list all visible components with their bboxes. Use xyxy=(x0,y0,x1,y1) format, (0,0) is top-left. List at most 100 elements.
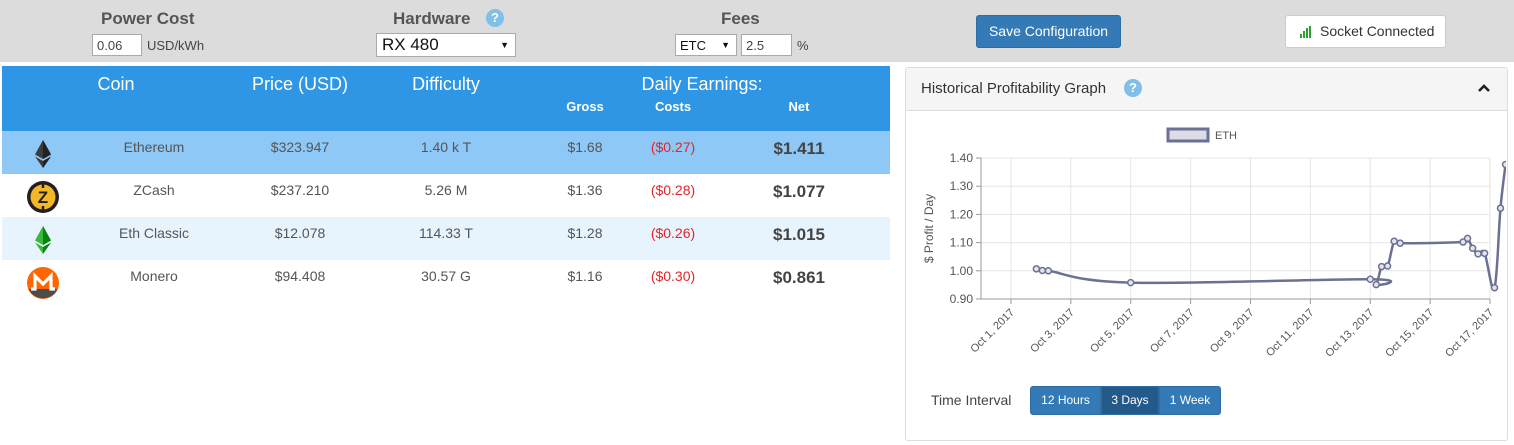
caret-down-icon: ▼ xyxy=(721,40,730,50)
data-point xyxy=(1396,239,1404,247)
data-point xyxy=(1383,262,1392,270)
net-earnings: $1.411 xyxy=(773,139,825,158)
costs: ($0.28) xyxy=(650,182,696,198)
coin-difficulty: 5.26 M xyxy=(424,182,468,198)
table-row[interactable]: Monero $94.408 30.57 G $1.16 ($0.30) $0.… xyxy=(2,260,890,303)
signal-bars-icon xyxy=(1300,26,1314,38)
costs: ($0.30) xyxy=(650,268,696,284)
coin-table: Coin Price (USD) Difficulty Daily Earnin… xyxy=(2,66,890,303)
time-interval-label: Time Interval xyxy=(931,392,1012,408)
data-point xyxy=(1490,283,1499,292)
save-configuration-button[interactable]: Save Configuration xyxy=(976,15,1121,48)
socket-status-label: Socket Connected xyxy=(1320,23,1435,39)
config-bar: Power Cost USD/kWh Hardware ? RX 480 ▼ F… xyxy=(0,0,1514,62)
data-point xyxy=(1463,234,1472,243)
y-tick-label: 0.90 xyxy=(950,292,974,306)
historical-profitability-panel: Historical Profitability Graph ? 0.90 1.0… xyxy=(905,67,1508,441)
hardware-label: Hardware xyxy=(393,9,471,28)
data-point xyxy=(1126,278,1135,287)
data-point xyxy=(1032,265,1041,273)
question-circle-icon[interactable]: ? xyxy=(1124,79,1142,97)
coin-price: $12.078 xyxy=(274,225,326,241)
y-tick-label: 1.00 xyxy=(950,264,974,278)
fee-coin-selected: ETC xyxy=(680,38,706,53)
x-tick-label: Oct 13, 2017 xyxy=(1323,307,1376,360)
hardware-selected-value: RX 480 xyxy=(382,35,439,54)
column-header-costs: Costs xyxy=(654,99,692,114)
ethereum-classic-icon xyxy=(35,226,51,254)
x-tick-label: Oct 15, 2017 xyxy=(1383,307,1436,360)
power-cost-label: Power Cost xyxy=(101,9,195,28)
y-axis-label: $ Profit / Day xyxy=(922,194,936,263)
interval-3-days-button[interactable]: 3 Days xyxy=(1101,386,1159,415)
net-earnings: $1.015 xyxy=(773,225,825,244)
legend-label: ETH xyxy=(1215,130,1237,142)
coin-price: $323.947 xyxy=(270,139,330,155)
coin-difficulty: 1.40 k T xyxy=(420,139,472,155)
coin-difficulty: 30.57 G xyxy=(421,268,471,284)
legend-swatch xyxy=(1166,127,1210,143)
table-header: Coin Price (USD) Difficulty Daily Earnin… xyxy=(2,66,890,131)
data-point xyxy=(1038,266,1047,275)
fees-label: Fees xyxy=(721,9,760,28)
x-tick-label: Oct 5, 2017 xyxy=(1088,307,1137,356)
monero-icon xyxy=(27,267,59,299)
x-tick-label: Oct 11, 2017 xyxy=(1264,307,1316,359)
column-header-daily-earnings: Daily Earnings: xyxy=(641,74,763,94)
costs: ($0.26) xyxy=(650,225,696,241)
interval-1-week-button[interactable]: 1 Week xyxy=(1159,386,1221,415)
table-row[interactable]: Ethereum $323.947 1.40 k T $1.68 ($0.27)… xyxy=(2,131,890,174)
ethereum-icon xyxy=(35,140,51,168)
x-tick-label: Oct 9, 2017 xyxy=(1208,307,1257,356)
data-point xyxy=(1372,280,1380,289)
data-point xyxy=(1390,237,1398,245)
data-point xyxy=(1366,275,1374,284)
time-interval-button-group: 12 Hours 3 Days 1 Week xyxy=(1030,386,1221,415)
power-cost-unit: USD/kWh xyxy=(147,38,205,53)
x-tick-label: Oct 17, 2017 xyxy=(1443,307,1496,360)
gross-earnings: $1.16 xyxy=(567,268,603,284)
data-point xyxy=(1480,249,1489,258)
column-header-gross: Gross xyxy=(566,99,604,114)
data-point xyxy=(1474,250,1482,258)
y-tick-label: 1.10 xyxy=(950,236,974,250)
gross-earnings: $1.28 xyxy=(567,225,603,241)
y-tick-label: 1.20 xyxy=(950,207,974,221)
coin-difficulty: 114.33 T xyxy=(419,225,473,241)
column-header-price: Price (USD) xyxy=(251,74,348,94)
x-tick-label: Oct 7, 2017 xyxy=(1148,307,1197,356)
power-cost-input[interactable] xyxy=(92,34,142,56)
column-header-net: Net xyxy=(788,99,810,114)
net-earnings: $0.861 xyxy=(773,268,825,287)
table-row[interactable]: Z ZCash $237.210 5.26 M $1.36 ($0.28) $1… xyxy=(2,174,890,217)
coin-price: $94.408 xyxy=(274,268,326,284)
table-row[interactable]: Eth Classic $12.078 114.33 T $1.28 ($0.2… xyxy=(2,217,890,260)
coin-name: Monero xyxy=(130,268,178,284)
fee-percent-unit: % xyxy=(797,38,809,53)
column-header-difficulty: Difficulty xyxy=(412,74,480,94)
y-tick-label: 1.30 xyxy=(950,179,974,193)
panel-header[interactable]: Historical Profitability Graph ? xyxy=(906,68,1507,111)
question-circle-icon[interactable]: ? xyxy=(486,9,504,27)
fee-coin-select[interactable]: ETC ▼ xyxy=(675,34,737,56)
interval-12-hours-button[interactable]: 12 Hours xyxy=(1030,386,1101,415)
data-point xyxy=(1468,244,1477,252)
data-point xyxy=(1044,267,1053,275)
data-point xyxy=(1496,204,1505,212)
panel-title: Historical Profitability Graph xyxy=(921,80,1107,97)
zcash-icon: Z xyxy=(27,181,59,213)
gross-earnings: $1.36 xyxy=(567,182,603,198)
coin-price: $237.210 xyxy=(270,182,330,198)
hardware-select[interactable]: RX 480 ▼ xyxy=(376,33,516,57)
coin-name: Ethereum xyxy=(123,139,185,155)
costs: ($0.27) xyxy=(650,139,696,155)
y-tick-label: 1.40 xyxy=(950,151,974,165)
gross-earnings: $1.68 xyxy=(567,139,603,155)
fee-percent-input[interactable] xyxy=(741,34,792,56)
chevron-up-icon[interactable] xyxy=(1477,80,1491,96)
socket-status-button[interactable]: Socket Connected xyxy=(1285,15,1446,48)
svg-text:Z: Z xyxy=(38,188,48,207)
x-tick-label: Oct 3, 2017 xyxy=(1028,307,1077,356)
x-tick-label: Oct 1, 2017 xyxy=(968,307,1017,356)
net-earnings: $1.077 xyxy=(773,182,825,201)
